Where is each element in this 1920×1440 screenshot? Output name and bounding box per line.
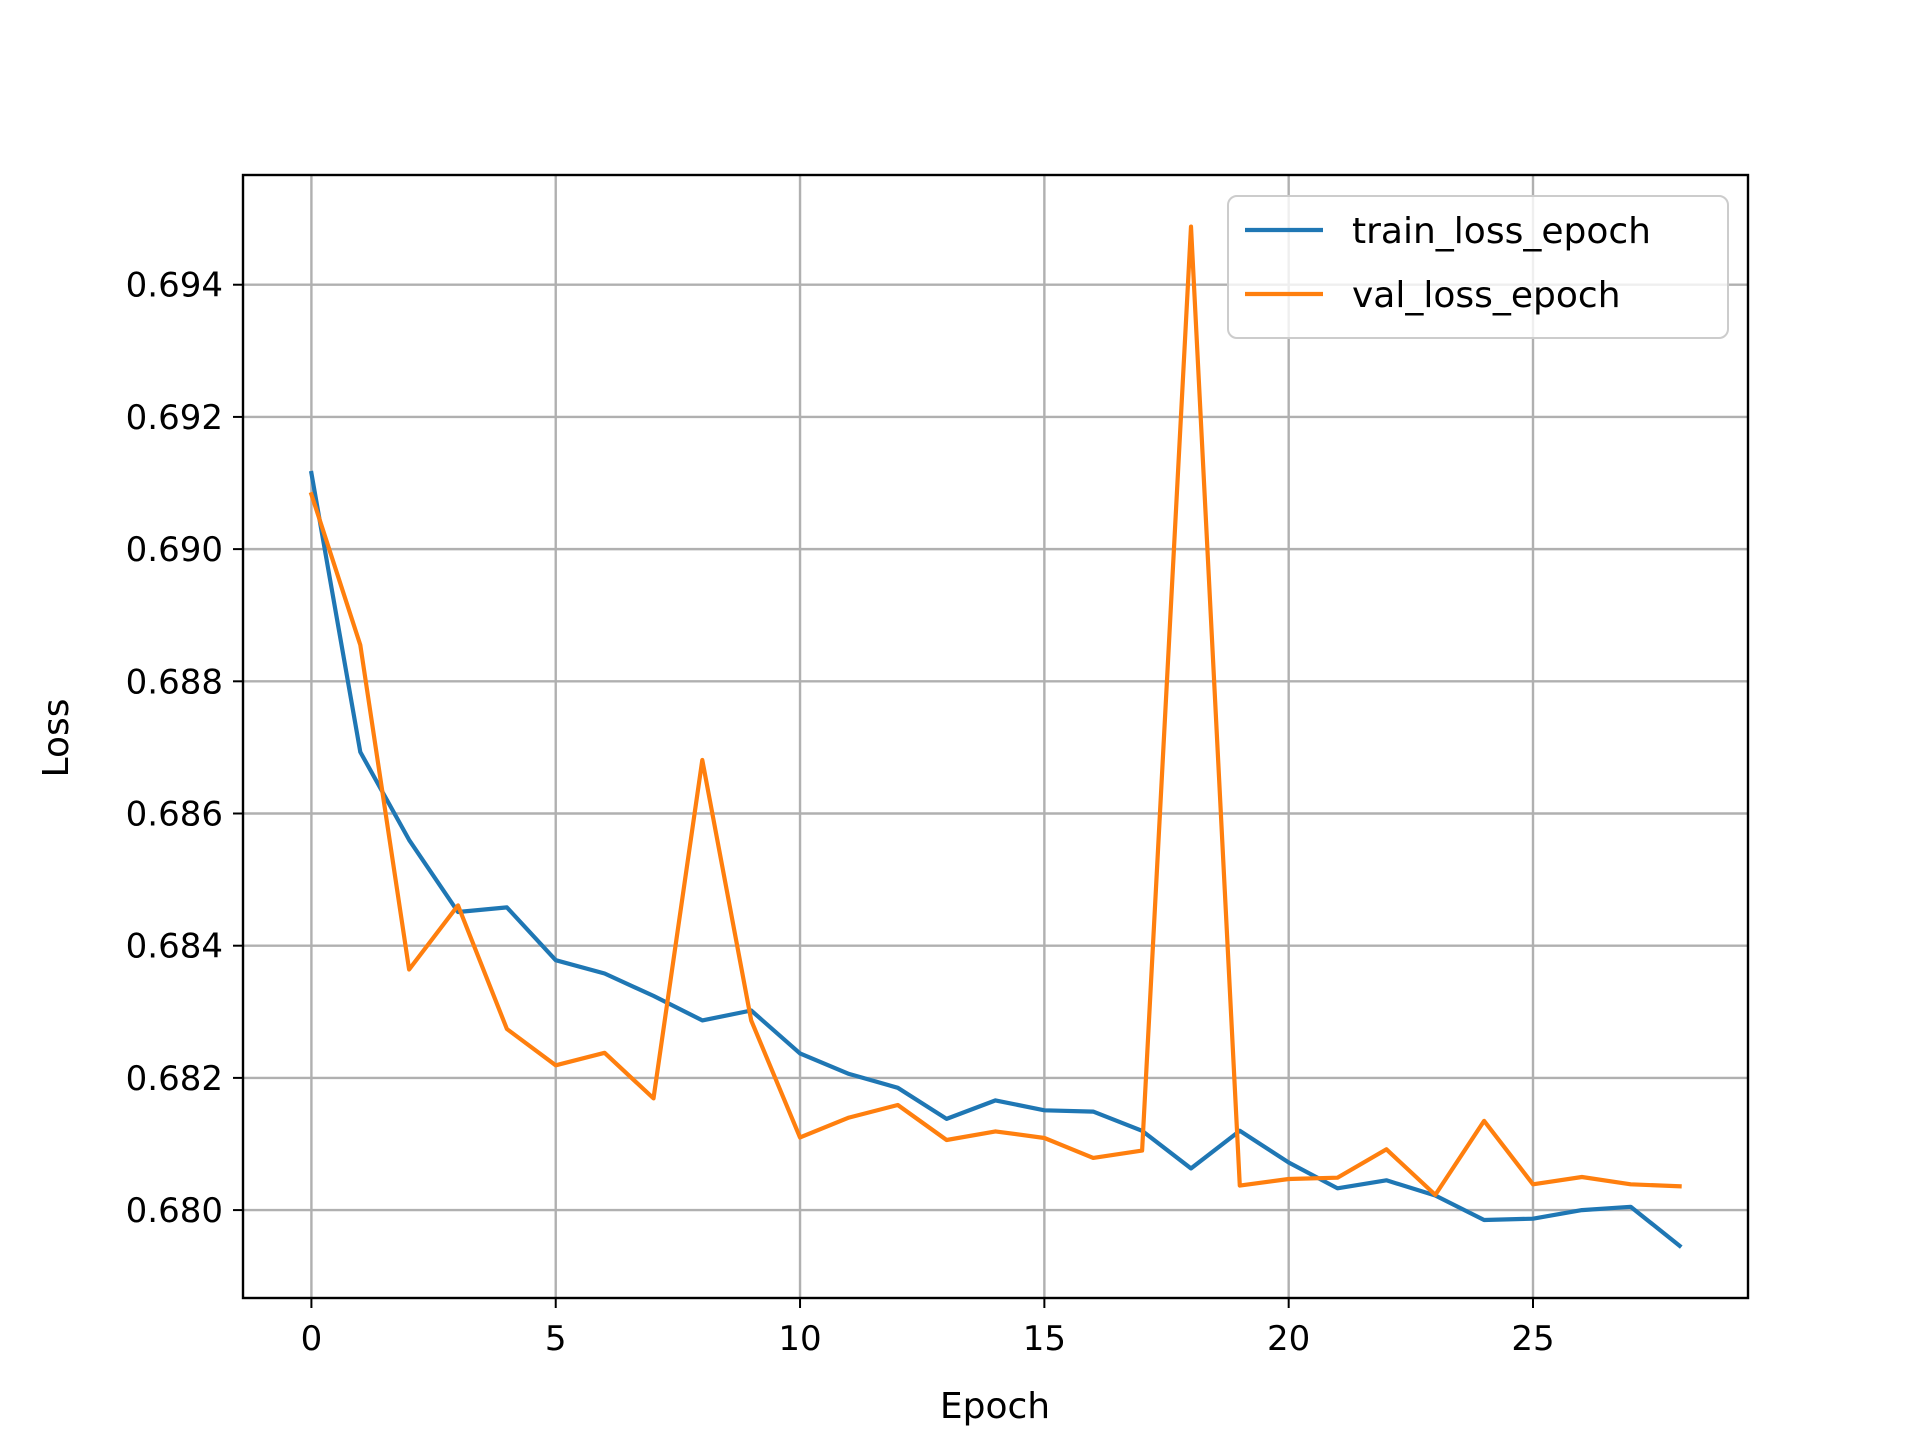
x-axis-label: Epoch bbox=[940, 1386, 1050, 1427]
x-tick-label: 25 bbox=[1511, 1319, 1554, 1359]
x-tick-label: 10 bbox=[778, 1319, 821, 1359]
y-axis-label: Loss bbox=[36, 699, 77, 778]
y-tick-label: 0.690 bbox=[126, 530, 223, 570]
plot-frame bbox=[241, 173, 1750, 1300]
grid bbox=[243, 175, 1748, 1298]
y-tick-label: 0.680 bbox=[126, 1191, 223, 1231]
series-line-val-loss-epoch bbox=[308, 224, 1682, 1198]
y-tick-label: 0.684 bbox=[126, 927, 223, 967]
series-line-train-loss-epoch bbox=[308, 470, 1683, 1249]
ticks bbox=[233, 283, 1534, 1308]
x-tick-label: 0 bbox=[301, 1319, 323, 1359]
legend-label-val-loss-epoch: val_loss_epoch bbox=[1352, 275, 1621, 316]
legend-label-train-loss-epoch: train_loss_epoch bbox=[1352, 211, 1651, 252]
plot-area-background bbox=[243, 175, 1748, 1298]
legend: train_loss_epoch val_loss_epoch bbox=[1227, 195, 1729, 339]
y-tick-label: 0.682 bbox=[126, 1059, 223, 1099]
x-tick-label: 5 bbox=[545, 1319, 567, 1359]
y-tick-label: 0.694 bbox=[126, 266, 223, 306]
y-tick-label: 0.692 bbox=[126, 398, 223, 438]
series-layer bbox=[308, 224, 1683, 1249]
legend-box bbox=[1227, 195, 1729, 339]
y-tick-label: 0.688 bbox=[126, 662, 223, 702]
y-tick-label: 0.686 bbox=[126, 795, 223, 835]
x-tick-label: 15 bbox=[1023, 1319, 1066, 1359]
x-tick-label: 20 bbox=[1267, 1319, 1310, 1359]
tick-labels: 0 5 10 15 20 25 0.680 0.682 0.684 0.686 0.688 0.690… bbox=[126, 266, 1555, 1359]
